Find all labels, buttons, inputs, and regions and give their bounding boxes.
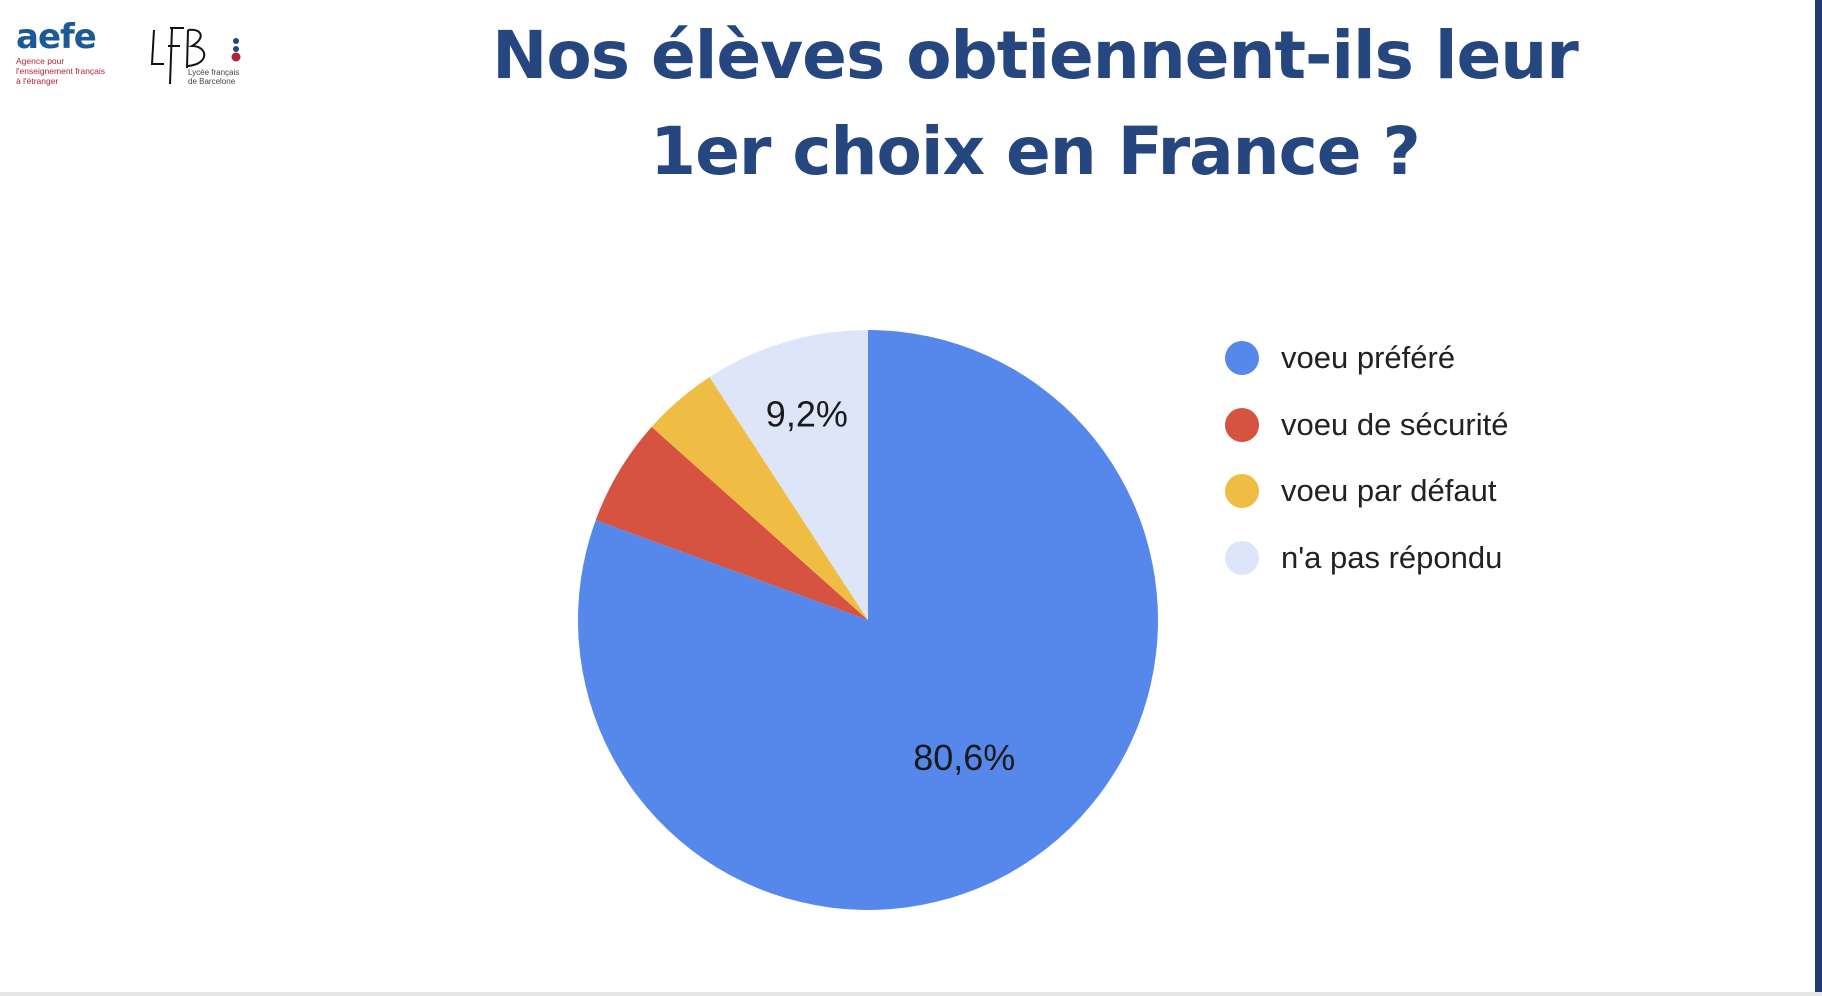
legend-swatch-0 bbox=[1225, 341, 1259, 376]
legend-label-2: voeu par défaut bbox=[1281, 473, 1497, 509]
pie-slice-1 bbox=[595, 426, 868, 620]
pie-slice-2 bbox=[651, 377, 868, 620]
aefe-wordmark: aefe bbox=[16, 17, 97, 57]
legend-label-1: voeu de sécurité bbox=[1281, 406, 1509, 442]
pie-slice-0 bbox=[577, 330, 1158, 911]
chart-legend: voeu préféré voeu de sécurité voeu par déf… bbox=[1225, 325, 1508, 591]
aefe-logo: aefe Agence pour l'enseignement français… bbox=[16, 20, 126, 90]
page-title: Nos élèves obtiennent-ils leur 1er choix… bbox=[440, 8, 1630, 200]
title-line-2: 1er choix en France ? bbox=[650, 113, 1421, 190]
pie-slice-3 bbox=[709, 330, 868, 620]
legend-swatch-2 bbox=[1225, 474, 1259, 509]
legend-label-0: voeu préféré bbox=[1281, 340, 1456, 376]
title-line-1: Nos élèves obtiennent-ils leur bbox=[492, 17, 1579, 94]
legend-item-0: voeu préféré bbox=[1225, 325, 1508, 392]
aefe-tagline: Agence pour l'enseignement français à l'… bbox=[16, 56, 106, 86]
lfb-logo: Lycée français de Barcelone bbox=[150, 24, 260, 88]
pie-data-label-0: 80,6% bbox=[913, 737, 1015, 778]
legend-label-3: n'a pas répondu bbox=[1281, 539, 1503, 575]
legend-item-2: voeu par défaut bbox=[1225, 458, 1508, 525]
legend-item-1: voeu de sécurité bbox=[1225, 392, 1508, 459]
lfb-subtitle: Lycée français de Barcelone bbox=[188, 68, 240, 86]
pie-data-label-3: 9,2% bbox=[766, 393, 848, 434]
legend-swatch-3 bbox=[1225, 540, 1259, 575]
legend-item-3: n'a pas répondu bbox=[1225, 525, 1508, 592]
lfb-logo-mark bbox=[150, 27, 241, 84]
slide-bottom-border bbox=[0, 992, 1822, 996]
legend-swatch-1 bbox=[1225, 407, 1259, 442]
slide-right-border bbox=[1815, 0, 1822, 996]
